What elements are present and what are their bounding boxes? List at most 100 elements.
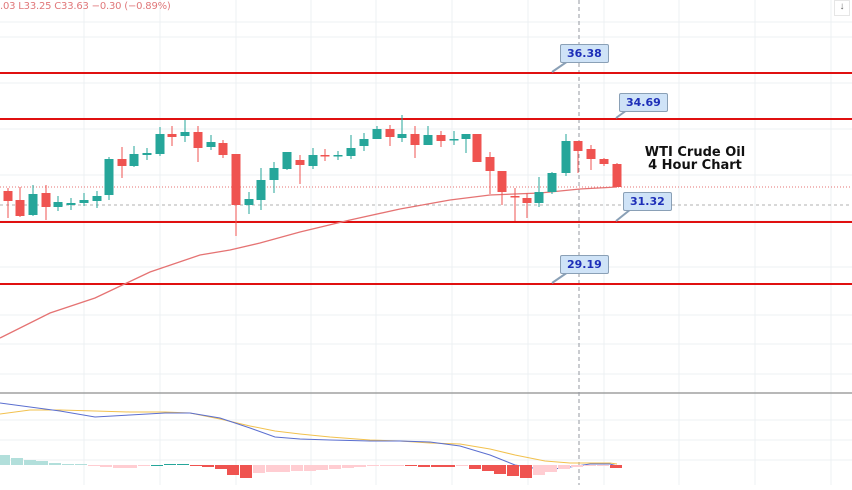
scroll-to-latest-button[interactable]: ↓ [834, 0, 850, 16]
macd-histogram-bar [49, 463, 61, 465]
candle-body [282, 152, 292, 169]
macd-histogram-bar [24, 460, 36, 465]
candle-body [155, 134, 165, 154]
macd-histogram-bar [610, 465, 622, 468]
macd-histogram-bar [0, 455, 10, 465]
candle-body [193, 132, 203, 148]
candle-body [92, 196, 102, 201]
macd-histogram-bar [291, 465, 303, 471]
macd-histogram-bar [190, 465, 202, 466]
macd-histogram-bar [329, 465, 341, 469]
macd-histogram-bar [113, 465, 125, 468]
candle-body [472, 134, 482, 162]
candle-body [436, 135, 446, 141]
candle-body [66, 203, 76, 205]
macd-histogram-bar [367, 465, 379, 466]
candle-body [359, 139, 369, 146]
macd-histogram-bar [138, 465, 150, 466]
candle-body [534, 192, 544, 203]
macd-histogram-bar [597, 465, 609, 466]
candle-body [231, 154, 241, 205]
macd-histogram-bar [520, 465, 532, 478]
macd-histogram-bar [215, 465, 227, 469]
macd-histogram-bar [202, 465, 214, 467]
macd-histogram-bar [456, 465, 468, 466]
candle-body [320, 155, 330, 157]
macd-histogram-bar [494, 465, 506, 474]
candle-body [397, 134, 407, 138]
macd-histogram-bar [533, 465, 545, 475]
macd-histogram-bar [392, 465, 404, 466]
candle-body [3, 191, 13, 201]
candle-body [510, 196, 520, 198]
macd-histogram-bar [227, 465, 239, 475]
macd-histogram-bar [151, 465, 163, 466]
macd-histogram-bar [507, 465, 519, 476]
candle-body [15, 200, 25, 216]
level-label-31-32[interactable]: 31.32 [623, 192, 672, 211]
candle-body [333, 155, 343, 157]
arrow-down-icon: ↓ [839, 1, 845, 12]
candle-body [180, 132, 190, 136]
macd-histogram-bar [316, 465, 328, 470]
macd-histogram-bar [253, 465, 265, 473]
candle-body [372, 129, 382, 139]
candle-body [346, 148, 356, 156]
candle-body [497, 171, 507, 192]
macd-histogram-bar [431, 465, 443, 467]
macd-histogram-bar [469, 465, 481, 469]
macd-histogram-bar [380, 465, 392, 466]
macd-histogram-bar [482, 465, 494, 471]
macd-histogram-bar [405, 465, 417, 466]
candle-body [53, 202, 63, 207]
macd-histogram-bar [558, 465, 570, 469]
candle-body [41, 193, 51, 207]
candle-body [104, 159, 114, 195]
macd-histogram-bar [266, 465, 278, 472]
candle-body [485, 157, 495, 171]
macd-histogram-bar [443, 465, 455, 467]
macd-histogram-bar [100, 465, 112, 467]
level-label-pointer [615, 208, 632, 222]
candle-body [410, 134, 420, 145]
candle-body [561, 141, 571, 173]
candle-body [129, 154, 139, 166]
macd-histogram-bar [164, 464, 176, 465]
candle-body [269, 168, 279, 180]
macd-histogram-bar [125, 465, 137, 468]
candle-body [461, 134, 471, 139]
macd-histogram-bar [571, 465, 583, 467]
macd-histogram-bar [36, 461, 48, 465]
moving-average-line [0, 186, 618, 339]
candle-body [423, 135, 433, 145]
macd-histogram-bar [342, 465, 354, 468]
candle-body [612, 164, 622, 187]
macd-signal-line [0, 409, 618, 465]
level-label-34-69[interactable]: 34.69 [619, 93, 668, 112]
candle-body [522, 198, 532, 203]
macd-histogram-bar [418, 465, 430, 467]
candle-body [206, 142, 216, 147]
level-label-29-19[interactable]: 29.19 [560, 255, 609, 274]
candle-body [167, 134, 177, 137]
ohlc-legend: .03 L33.25 C33.63 −0.30 (−0.89%) [0, 1, 171, 12]
level-label-36-38[interactable]: 36.38 [560, 44, 609, 63]
candle-body [142, 153, 152, 155]
macd-histogram-bar [584, 465, 596, 466]
macd-histogram-bar [278, 465, 290, 472]
macd-histogram-bar [354, 465, 366, 467]
candle-body [244, 199, 254, 205]
chart-title-line2: 4 Hour Chart [648, 158, 742, 173]
macd-histogram-bar [62, 464, 74, 465]
candle-body [28, 194, 38, 215]
candle-body [573, 141, 583, 151]
chart-title-line1: WTI Crude Oil [644, 145, 746, 160]
candle-body [586, 149, 596, 159]
macd-histogram-bar [545, 465, 557, 472]
candle-body [79, 200, 89, 203]
chart-title: WTI Crude Oil 4 Hour Chart [630, 146, 760, 172]
candle-body [256, 180, 266, 200]
macd-histogram-bar [88, 465, 100, 466]
